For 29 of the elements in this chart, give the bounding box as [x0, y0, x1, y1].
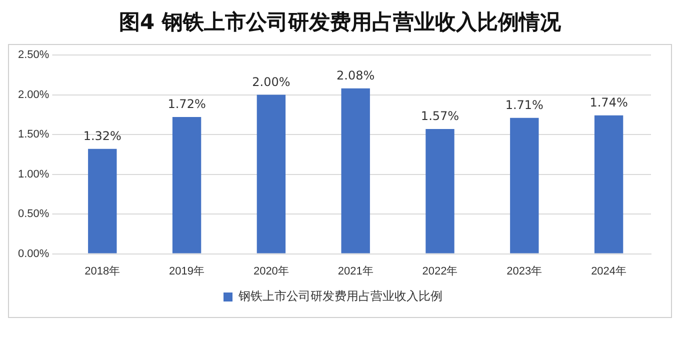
y-tick-label: 1.50%: [18, 128, 50, 141]
x-tick-label: 2018年: [84, 265, 120, 278]
legend-label: 钢铁上市公司研发费用占营业收入比例: [238, 289, 442, 304]
data-label: 2.08%: [336, 68, 375, 83]
chart-title: 图4 钢铁上市公司研发费用占营业收入比例情况: [118, 9, 562, 36]
data-label: 2.00%: [252, 74, 290, 89]
bar: [341, 88, 370, 254]
x-tick-label: 2022年: [422, 265, 458, 278]
bar: [88, 148, 117, 254]
x-tick-label: 2021年: [338, 265, 374, 278]
data-label: 1.72%: [168, 97, 206, 112]
y-tick-label: 0.00%: [18, 248, 50, 260]
bar: [172, 117, 202, 254]
x-tick-label: 2020年: [253, 265, 289, 278]
x-tick-label: 2023年: [506, 265, 542, 278]
x-tick-label: 2019年: [169, 265, 205, 278]
y-tick-label: 0.50%: [18, 208, 50, 220]
data-label: 1.32%: [83, 128, 122, 143]
bar: [426, 128, 454, 254]
y-tick-label: 2.00%: [18, 88, 50, 101]
data-label: 1.71%: [505, 98, 544, 112]
data-label: 1.57%: [420, 109, 460, 124]
y-tick-label: 2.50%: [18, 49, 50, 62]
bar: [510, 118, 539, 254]
x-tick-label: 2024年: [591, 265, 627, 278]
bar: [594, 115, 624, 254]
y-tick-label: 1.00%: [18, 168, 50, 180]
bar: [256, 94, 286, 254]
data-label: 1.74%: [590, 96, 628, 110]
